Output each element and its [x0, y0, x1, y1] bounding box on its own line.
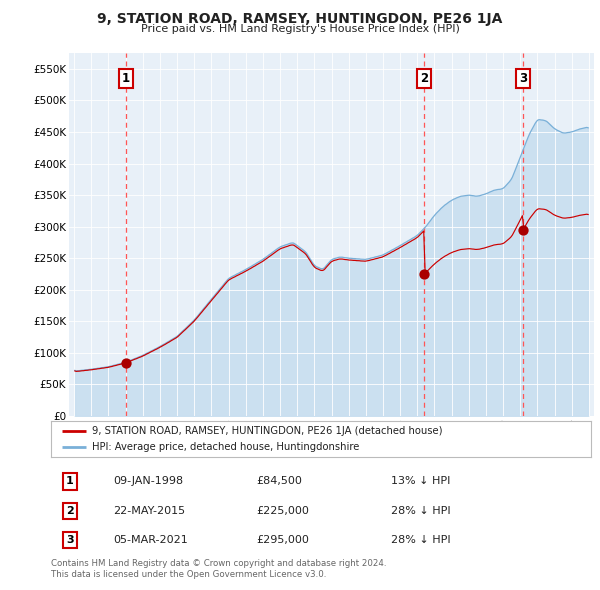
Text: 28% ↓ HPI: 28% ↓ HPI — [391, 535, 451, 545]
Text: 1: 1 — [122, 72, 130, 85]
Text: £84,500: £84,500 — [256, 477, 302, 486]
Text: 9, STATION ROAD, RAMSEY, HUNTINGDON, PE26 1JA: 9, STATION ROAD, RAMSEY, HUNTINGDON, PE2… — [97, 12, 503, 26]
Text: 2: 2 — [420, 72, 428, 85]
Text: 28% ↓ HPI: 28% ↓ HPI — [391, 506, 451, 516]
Text: 2: 2 — [66, 506, 74, 516]
Text: £225,000: £225,000 — [256, 506, 309, 516]
Text: 3: 3 — [66, 535, 74, 545]
Text: HPI: Average price, detached house, Huntingdonshire: HPI: Average price, detached house, Hunt… — [91, 442, 359, 453]
Point — [121, 358, 131, 368]
Text: 09-JAN-1998: 09-JAN-1998 — [113, 477, 183, 486]
Text: This data is licensed under the Open Government Licence v3.0.: This data is licensed under the Open Gov… — [51, 570, 326, 579]
Text: Price paid vs. HM Land Registry's House Price Index (HPI): Price paid vs. HM Land Registry's House … — [140, 24, 460, 34]
Text: 1: 1 — [66, 477, 74, 486]
Point — [518, 225, 528, 234]
Text: 05-MAR-2021: 05-MAR-2021 — [113, 535, 188, 545]
Text: 9, STATION ROAD, RAMSEY, HUNTINGDON, PE26 1JA (detached house): 9, STATION ROAD, RAMSEY, HUNTINGDON, PE2… — [91, 425, 442, 435]
Text: 3: 3 — [519, 72, 527, 85]
Text: 22-MAY-2015: 22-MAY-2015 — [113, 506, 185, 516]
Text: Contains HM Land Registry data © Crown copyright and database right 2024.: Contains HM Land Registry data © Crown c… — [51, 559, 386, 568]
Text: 13% ↓ HPI: 13% ↓ HPI — [391, 477, 451, 486]
Text: £295,000: £295,000 — [256, 535, 309, 545]
Point — [419, 269, 429, 278]
